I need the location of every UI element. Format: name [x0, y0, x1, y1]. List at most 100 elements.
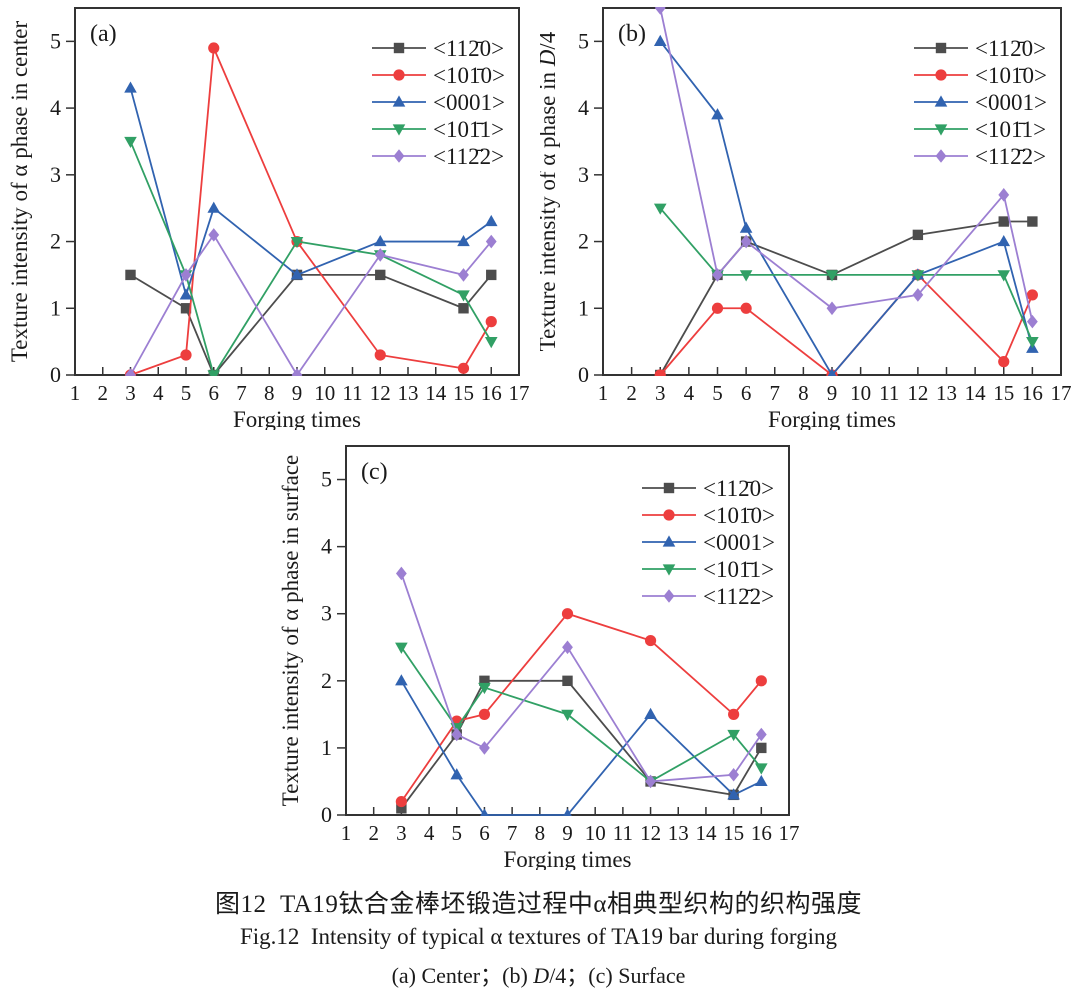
legend-label: <112̄0> [433, 36, 504, 61]
x-tick-label: 13 [398, 381, 419, 405]
marker-triangle-up [457, 234, 470, 247]
series-line [400, 679, 763, 809]
legend-label: <101̄1> [433, 117, 504, 142]
legend: <112̄0><101̄0><0001><101̄1><112̄2> [914, 36, 1047, 169]
marker-square [125, 269, 136, 281]
x-tick-label: 4 [153, 381, 164, 405]
marker-diamond [393, 149, 405, 163]
x-tick-label: 17 [509, 381, 530, 405]
x-tick-label: 3 [396, 821, 407, 845]
x-tick-label: 16 [751, 821, 772, 845]
x-tick-label: 3 [125, 381, 136, 405]
marker-circle [457, 362, 470, 374]
marker-triangle-up [450, 768, 464, 780]
marker-triangle-down [653, 203, 667, 215]
x-tick-label: 4 [424, 821, 435, 845]
marker-circle [740, 302, 752, 314]
x-tick-label: 2 [626, 381, 637, 405]
legend-label: <0001> [975, 90, 1047, 115]
x-tick-label: 7 [507, 821, 518, 845]
marker-square [998, 216, 1009, 227]
x-tick-label: 5 [452, 821, 463, 845]
marker-triangle-up [997, 234, 1011, 247]
panel-label: (b) [618, 21, 646, 47]
marker-square [458, 303, 469, 314]
marker-square [935, 42, 947, 54]
y-tick-label: 1 [321, 735, 332, 760]
marker-triangle-down [457, 290, 470, 302]
marker-circle [1026, 289, 1038, 301]
marker-square [756, 742, 767, 754]
x-tick-label: 16 [1022, 381, 1043, 405]
marker-diamond [712, 268, 723, 282]
x-tick-label: 10 [314, 381, 335, 405]
x-tick-label: 5 [712, 381, 723, 405]
marker-circle [374, 349, 386, 361]
marker-square [663, 482, 675, 494]
x-tick-label: 2 [368, 821, 379, 845]
panel-label: (a) [90, 21, 117, 47]
x-tick-label: 1 [598, 381, 609, 405]
x-tick-label: 6 [479, 821, 490, 845]
legend-label: <0001> [433, 90, 505, 115]
x-tick-label: 4 [684, 381, 695, 405]
marker-diamond [125, 368, 136, 376]
marker-diamond [485, 234, 497, 249]
y-tick-label: 0 [578, 362, 589, 387]
marker-diamond [654, 7, 666, 15]
marker-triangle-down [1026, 337, 1039, 349]
marker-square [486, 269, 497, 281]
x-tick-label: 8 [798, 381, 809, 405]
marker-diamond [562, 640, 573, 655]
marker-circle [728, 708, 740, 720]
marker-triangle-down [755, 763, 768, 775]
y-tick-label: 0 [50, 362, 61, 387]
marker-triangle-down [478, 682, 491, 695]
marker-diamond [826, 301, 838, 316]
legend-label: <112̄0> [975, 36, 1046, 61]
x-tick-label: 12 [640, 821, 661, 845]
y-tick-label: 1 [578, 295, 589, 320]
x-axis-label: Forging times [503, 847, 631, 870]
legend-label: <112̄2> [975, 144, 1046, 169]
marker-circle [393, 69, 405, 81]
marker-circle [755, 675, 767, 687]
x-tick-label: 15 [453, 381, 474, 405]
marker-square [396, 803, 407, 814]
marker-diamond [374, 248, 386, 262]
marker-circle [478, 708, 491, 720]
marker-triangle-up [179, 288, 193, 300]
caption-subpanels: (a) Center；(b) D/4；(c) Surface [0, 958, 1077, 990]
x-tick-label: 14 [425, 381, 447, 405]
x-tick-label: 1 [70, 381, 81, 405]
marker-diamond [451, 727, 463, 742]
x-tick-label: 9 [292, 381, 303, 405]
marker-triangle-down [395, 642, 408, 654]
marker-diamond [935, 149, 947, 163]
series-line [400, 680, 762, 816]
marker-triangle-down [911, 270, 925, 282]
marker-diamond [998, 188, 1010, 202]
marker-square [393, 42, 405, 54]
caption-chinese: 图12 TA19钛合金棒坯锻造过程中α相典型织构的织构强度 [215, 891, 862, 918]
x-tick-label: 9 [562, 821, 573, 845]
series-line [400, 646, 763, 783]
x-tick-label: 11 [342, 381, 362, 405]
marker-circle [935, 69, 947, 81]
x-tick-label: 15 [723, 821, 744, 845]
marker-diamond [755, 727, 767, 742]
x-tick-label: 17 [779, 821, 800, 845]
marker-triangle-down [662, 564, 676, 576]
series-group [395, 566, 768, 816]
marker-triangle-down [484, 337, 498, 349]
marker-triangle-up [739, 221, 753, 233]
marker-triangle-down [207, 370, 221, 376]
marker-circle [485, 316, 497, 328]
series-line [659, 273, 1034, 376]
marker-triangle-up [395, 674, 408, 686]
x-tick-label: 8 [535, 821, 546, 845]
legend-label: <0001> [703, 530, 775, 555]
marker-triangle-up [934, 95, 948, 107]
marker-diamond [645, 774, 656, 789]
